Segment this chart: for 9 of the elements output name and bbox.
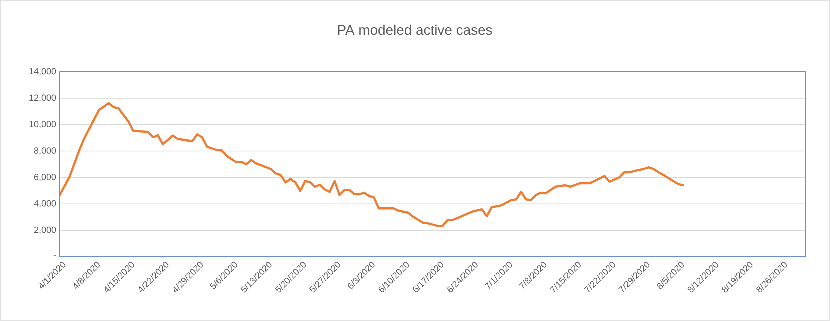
y-tick-label: 10,000 [30, 121, 56, 129]
line-series [60, 102, 684, 228]
chart-title: PA modeled active cases [338, 24, 492, 36]
y-tick-label: 12,000 [30, 94, 56, 102]
y-tick-label: 6,000 [34, 174, 56, 182]
y-tick-label: 4,000 [34, 200, 56, 208]
y-tick-label: 8,000 [34, 148, 56, 155]
y-tick-label: 2,000 [34, 226, 56, 234]
y-tick-label: 14,000 [30, 68, 56, 76]
